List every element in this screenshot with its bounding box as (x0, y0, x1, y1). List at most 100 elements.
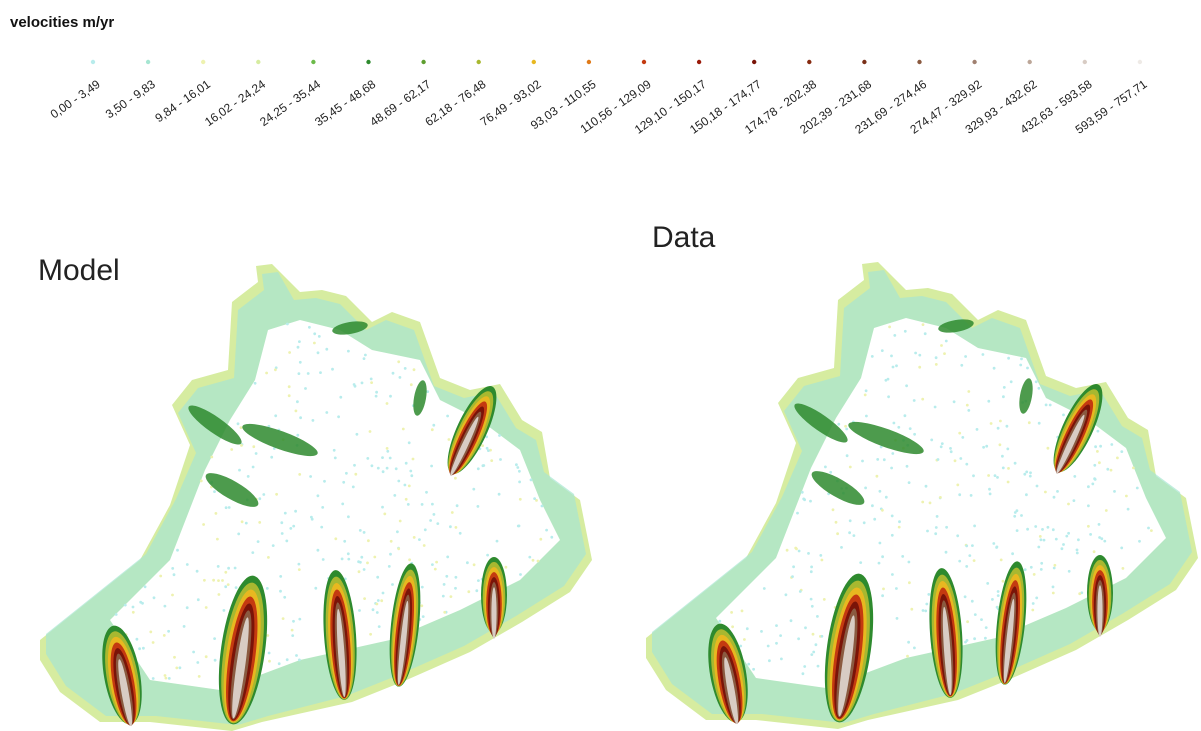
velocity-dot (1053, 567, 1056, 570)
velocity-dot (1023, 473, 1026, 476)
velocity-dot (1039, 535, 1042, 538)
velocity-dot (1028, 421, 1031, 424)
velocity-dot (1098, 536, 1101, 539)
velocity-dot (823, 598, 826, 601)
velocity-dot (272, 544, 275, 547)
velocity-dot (1031, 609, 1034, 612)
velocity-dot (456, 504, 459, 507)
velocity-dot (376, 576, 379, 579)
velocity-dot (313, 332, 316, 335)
legend-label: 48,69 - 62,17 (367, 77, 433, 129)
velocity-dot (298, 563, 301, 566)
velocity-dot (871, 504, 874, 507)
velocity-dot (966, 620, 969, 623)
velocity-dot (1011, 552, 1014, 555)
velocity-dot (897, 426, 900, 429)
velocity-dot (420, 604, 423, 607)
velocity-dot (849, 519, 852, 522)
velocity-dot (386, 467, 389, 470)
velocity-dot (317, 549, 320, 552)
velocity-dot (883, 458, 886, 461)
legend-swatch (642, 60, 646, 64)
velocity-dot (881, 594, 884, 597)
velocity-dot (1016, 529, 1019, 532)
velocity-dot (812, 651, 815, 654)
velocity-dot (1098, 523, 1101, 526)
velocity-dot (386, 447, 389, 450)
velocity-dot (280, 521, 283, 524)
velocity-dot (956, 534, 959, 537)
velocity-dot (1052, 528, 1055, 531)
velocity-dot (885, 379, 888, 382)
velocity-dot (230, 448, 233, 451)
velocity-dot (802, 672, 805, 675)
velocity-dot (376, 603, 379, 606)
velocity-dot (424, 528, 427, 531)
velocity-dot (898, 526, 901, 529)
velocity-dot (423, 544, 426, 547)
velocity-dot (431, 563, 434, 566)
glacier-map (40, 264, 592, 731)
velocity-dot (313, 342, 316, 345)
velocity-dot (730, 611, 733, 614)
velocity-dot (971, 544, 974, 547)
legend-swatch (477, 60, 481, 64)
velocity-dot (786, 549, 789, 552)
velocity-dot (882, 588, 885, 591)
velocity-dot (925, 485, 928, 488)
velocity-dot (1087, 504, 1090, 507)
velocity-dot (377, 599, 380, 602)
velocity-dot (775, 624, 778, 627)
velocity-dot (988, 488, 991, 491)
velocity-dot (448, 438, 451, 441)
velocity-dot (892, 366, 895, 369)
velocity-dot (294, 510, 297, 513)
velocity-dot (173, 573, 176, 576)
velocity-dot (215, 512, 218, 515)
velocity-dot (396, 530, 399, 533)
velocity-dot (796, 512, 799, 515)
velocity-dot (167, 630, 170, 633)
legend-swatch (146, 60, 150, 64)
velocity-dot (498, 434, 501, 437)
velocity-dot (477, 505, 480, 508)
velocity-dot (941, 442, 944, 445)
velocity-dot (404, 484, 407, 487)
velocity-dot (449, 525, 452, 528)
velocity-dot (876, 458, 879, 461)
velocity-dot (909, 427, 912, 430)
velocity-dot (364, 354, 367, 357)
velocity-dot (965, 463, 968, 466)
velocity-dot (266, 587, 269, 590)
velocity-dot (274, 414, 277, 417)
velocity-dot (1020, 358, 1023, 361)
velocity-dot (450, 595, 453, 598)
velocity-dot (821, 559, 824, 562)
velocity-dot (545, 529, 548, 532)
velocity-dot (760, 630, 763, 633)
velocity-dot (298, 618, 301, 621)
velocity-dot (1040, 562, 1043, 565)
velocity-dot (144, 585, 147, 588)
velocity-dot (197, 598, 200, 601)
velocity-dot (496, 540, 499, 543)
velocity-dot (743, 638, 746, 641)
velocity-dot (768, 659, 771, 662)
velocity-dot (1044, 491, 1047, 494)
velocity-dot (1053, 496, 1056, 499)
velocity-dot (1106, 468, 1109, 471)
velocity-dot (446, 415, 449, 418)
velocity-dot (891, 534, 894, 537)
velocity-dot (213, 637, 216, 640)
velocity-dot (958, 493, 961, 496)
velocity-dot (929, 502, 932, 505)
velocity-dot (321, 506, 324, 509)
velocity-dot (967, 409, 970, 412)
velocity-dot (965, 565, 968, 568)
velocity-dot (1038, 387, 1041, 390)
legend-swatch (697, 60, 701, 64)
velocity-dot (198, 675, 201, 678)
velocity-dot (221, 579, 224, 582)
velocity-dot (961, 436, 964, 439)
velocity-dot (837, 423, 840, 426)
